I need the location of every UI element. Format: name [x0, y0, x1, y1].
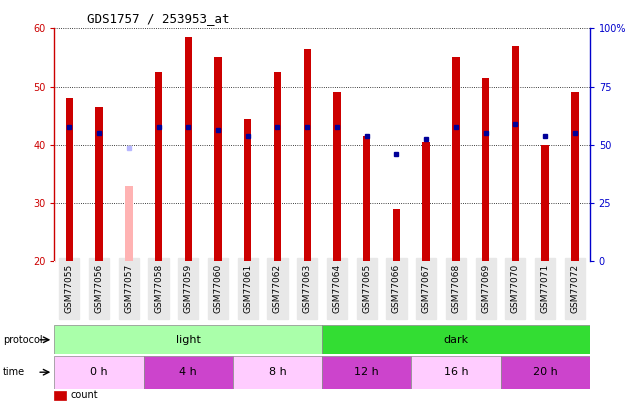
Bar [452, 58, 460, 261]
Text: count: count [71, 390, 98, 400]
Text: 4 h: 4 h [179, 367, 197, 377]
Bar [571, 92, 579, 261]
Bar [125, 185, 133, 261]
Text: time: time [3, 367, 26, 377]
Text: 20 h: 20 h [533, 367, 558, 377]
Text: dark: dark [444, 335, 469, 345]
Bar [65, 98, 73, 261]
Bar [393, 209, 400, 261]
Bar [54, 356, 144, 389]
Bar [214, 58, 222, 261]
Bar [422, 142, 430, 261]
Bar [501, 356, 590, 389]
Bar [322, 325, 590, 354]
Bar [96, 107, 103, 261]
Bar [54, 325, 322, 354]
Text: GDS1757 / 253953_at: GDS1757 / 253953_at [87, 12, 229, 25]
Bar [512, 46, 519, 261]
Text: light: light [176, 335, 201, 345]
Bar [542, 145, 549, 261]
Text: 16 h: 16 h [444, 367, 468, 377]
Bar [144, 356, 233, 389]
Bar [233, 356, 322, 389]
Text: protocol: protocol [3, 335, 43, 345]
Bar [185, 37, 192, 261]
Bar [155, 72, 162, 261]
Bar [274, 72, 281, 261]
Bar [363, 136, 370, 261]
Bar [333, 92, 340, 261]
Bar [412, 356, 501, 389]
Text: 8 h: 8 h [269, 367, 287, 377]
Bar [244, 119, 251, 261]
Bar [482, 78, 489, 261]
Bar [304, 49, 311, 261]
Bar [322, 356, 412, 389]
Text: 0 h: 0 h [90, 367, 108, 377]
Text: 12 h: 12 h [354, 367, 379, 377]
